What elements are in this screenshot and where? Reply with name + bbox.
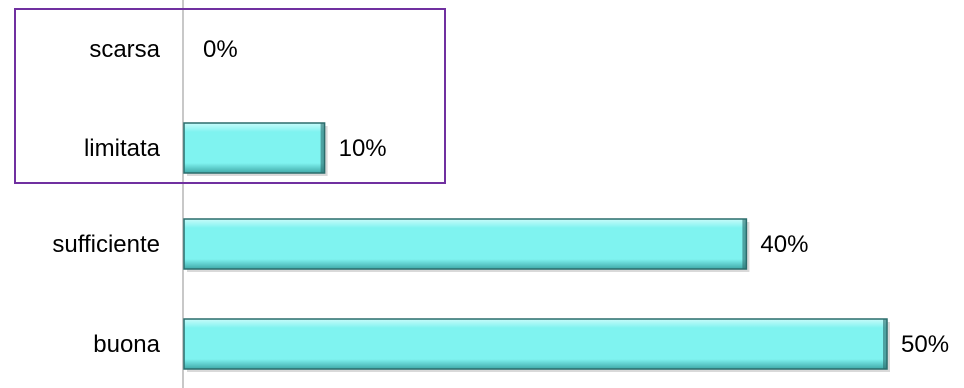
category-label-scarsa: scarsa xyxy=(89,36,160,63)
category-label-limitata: limitata xyxy=(84,135,161,162)
labels-layer: scarsa 0% limitata 10% sufficiente 40% buona 50… xyxy=(52,36,949,358)
value-label-scarsa: 0% xyxy=(203,36,238,63)
bar-buona xyxy=(183,318,890,372)
category-label-buona: buona xyxy=(93,331,160,358)
highlight-box xyxy=(14,8,446,184)
bars-layer xyxy=(183,122,890,372)
value-label-sufficiente: 40% xyxy=(760,231,808,258)
bar-limitata xyxy=(183,122,328,176)
bar-sufficiente xyxy=(183,218,750,272)
value-label-limitata: 10% xyxy=(339,135,387,162)
category-label-sufficiente: sufficiente xyxy=(52,231,160,258)
value-label-buona: 50% xyxy=(901,331,949,358)
